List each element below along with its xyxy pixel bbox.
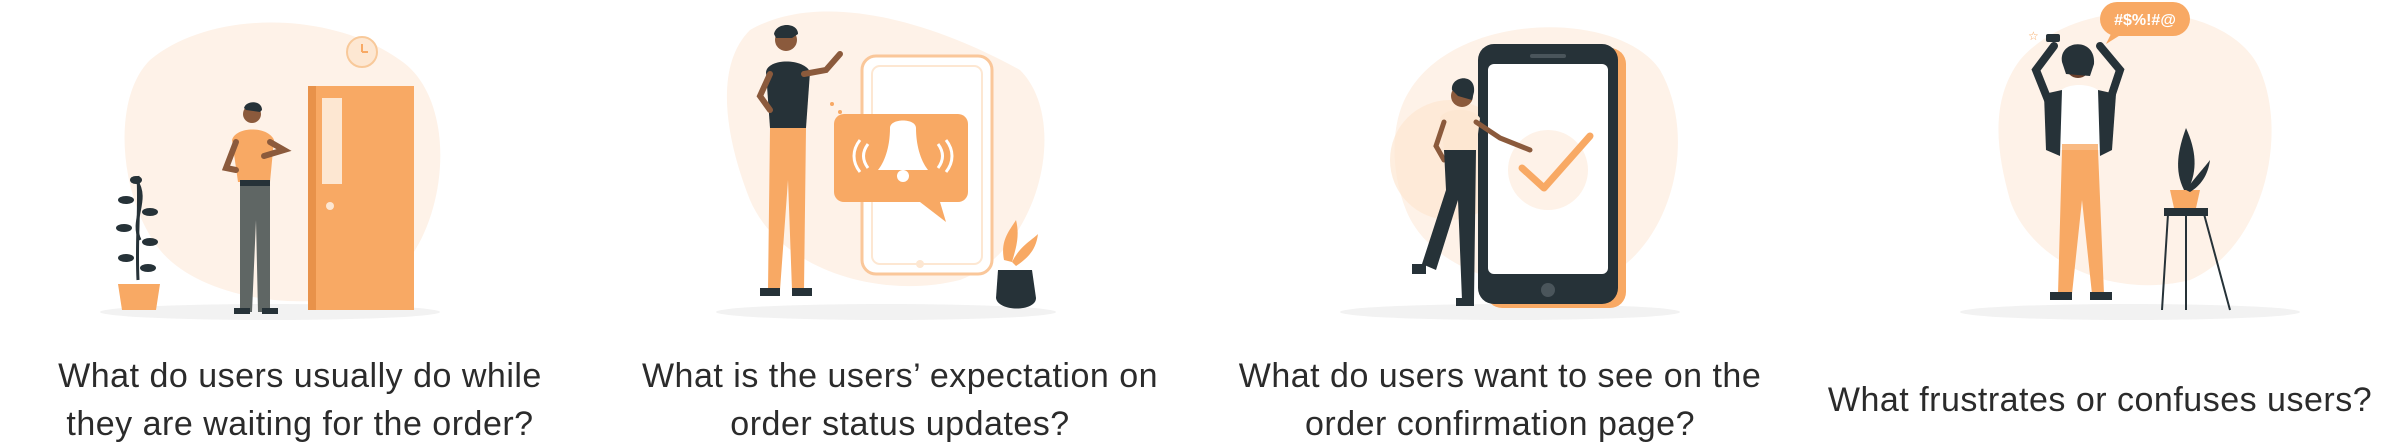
caption-status-updates: What is the users’ expectation on order …: [600, 352, 1200, 448]
panel-confirmation: What do users want to see on the order c…: [1200, 0, 1800, 448]
caption-line-1: What is the users’ expectation on: [641, 357, 1159, 395]
panel-frustrations: #$%!#@ ☆ What frustrates or confuses use…: [1800, 0, 2400, 448]
caption-line-2: order status updates?: [730, 405, 1070, 443]
caption-line-1: What frustrates or confuses users?: [1827, 381, 2373, 419]
phone-checkmark-illustration: [1340, 27, 1680, 320]
caption-line-2: they are waiting for the order?: [66, 405, 534, 443]
symbols-text: #$%!#@: [2114, 12, 2176, 29]
panel-status-updates: What is the users’ expectation on order …: [600, 0, 1200, 448]
panel-waiting: What do users usually do while they are …: [0, 0, 600, 448]
caption-line-2: order confirmation page?: [1304, 405, 1695, 443]
phone-notification-illustration: [716, 11, 1056, 320]
caption-confirmation: What do users want to see on the order c…: [1200, 352, 1800, 448]
caption-line-1: What do users want to see on the: [1238, 357, 1762, 395]
caption-frustrations: What frustrates or confuses users?: [1800, 376, 2400, 424]
caption-waiting: What do users usually do while they are …: [0, 352, 600, 448]
svg-text:☆: ☆: [2028, 29, 2039, 43]
waiting-at-door-illustration: [100, 22, 441, 320]
frustrated-person-illustration: #$%!#@ ☆: [1960, 2, 2300, 320]
caption-line-1: What do users usually do while: [58, 357, 542, 395]
